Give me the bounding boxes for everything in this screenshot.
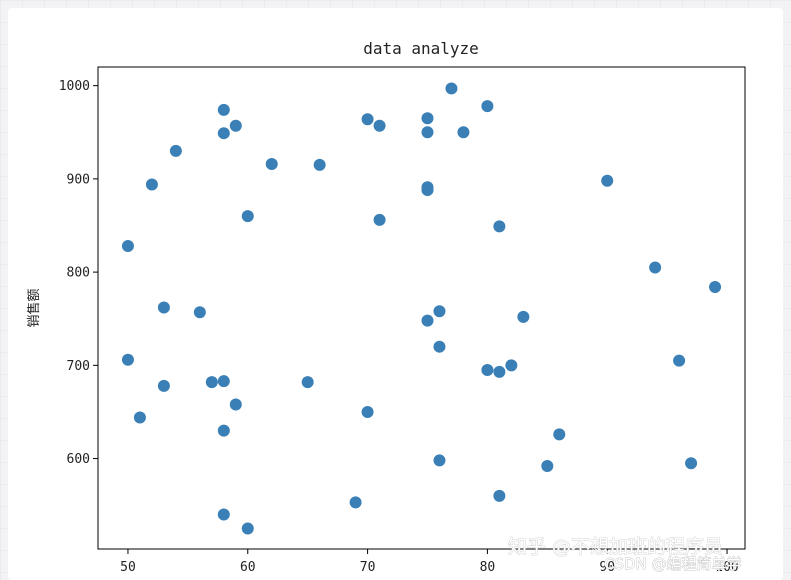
x-tick-label: 70 bbox=[360, 560, 376, 575]
scatter-point bbox=[673, 354, 686, 367]
scatter-point bbox=[517, 310, 530, 323]
scatter-point bbox=[241, 522, 254, 535]
chart-title: data analyze bbox=[363, 39, 479, 58]
scatter-point bbox=[541, 460, 554, 473]
scatter-point bbox=[265, 157, 278, 170]
scatter-point bbox=[217, 375, 230, 388]
scatter-point bbox=[217, 127, 230, 140]
plot-frame bbox=[97, 66, 746, 550]
x-tick-label: 80 bbox=[480, 560, 496, 575]
scatter-point bbox=[229, 398, 242, 411]
scatter-point bbox=[313, 158, 326, 171]
scatter-point bbox=[481, 363, 494, 376]
scatter-point bbox=[157, 301, 170, 314]
scatter-point bbox=[193, 306, 206, 319]
scatter-point bbox=[481, 100, 494, 113]
x-tick-label: 90 bbox=[599, 560, 615, 575]
scatter-point bbox=[709, 281, 722, 294]
data-points bbox=[121, 82, 722, 535]
y-tick-label: 600 bbox=[67, 452, 90, 467]
scatter-point bbox=[421, 126, 434, 139]
y-axis: 600 700 800 900 1000 bbox=[59, 79, 98, 467]
scatter-point bbox=[457, 126, 470, 139]
scatter-point bbox=[217, 424, 230, 437]
x-tick-label: 60 bbox=[240, 560, 256, 575]
scatter-point bbox=[349, 496, 362, 509]
scatter-point bbox=[373, 213, 386, 226]
scatter-point bbox=[361, 405, 374, 418]
scatter-point bbox=[373, 119, 386, 132]
scatter-point bbox=[133, 411, 146, 424]
x-axis: 50 60 70 80 90 100 bbox=[120, 549, 739, 575]
scatter-point bbox=[421, 314, 434, 327]
scatter-point bbox=[421, 112, 434, 125]
y-axis-label: 销售额 bbox=[26, 288, 42, 327]
x-tick-label: 50 bbox=[120, 560, 136, 575]
scatter-point bbox=[217, 508, 230, 521]
scatter-point bbox=[157, 379, 170, 392]
x-tick-label: 100 bbox=[715, 560, 738, 575]
scatter-point bbox=[241, 210, 254, 223]
scatter-point bbox=[433, 305, 446, 318]
watermark-zhihu: 知乎 @不想加班的程序员 bbox=[508, 536, 723, 558]
scatter-point bbox=[649, 261, 662, 274]
scatter-point bbox=[217, 103, 230, 116]
scatter-point bbox=[361, 113, 374, 126]
y-tick-label: 900 bbox=[67, 172, 90, 187]
watermark-csdn: CSDN @编程简单学 bbox=[604, 555, 742, 573]
scatter-point bbox=[229, 119, 242, 132]
scatter-point bbox=[445, 82, 458, 95]
image-card bbox=[8, 8, 783, 580]
scatter-point bbox=[493, 220, 506, 233]
scatter-point bbox=[433, 454, 446, 467]
y-tick-label: 1000 bbox=[59, 79, 90, 94]
scatter-point bbox=[145, 178, 158, 191]
scatter-point bbox=[205, 376, 218, 389]
scatter-point bbox=[505, 359, 518, 372]
y-tick-label: 700 bbox=[67, 359, 90, 374]
y-tick-label: 800 bbox=[67, 266, 90, 281]
scatter-point bbox=[493, 489, 506, 502]
scatter-point bbox=[601, 174, 614, 187]
scatter-point bbox=[493, 365, 506, 378]
scatter-point bbox=[685, 457, 698, 470]
scatter-point bbox=[121, 240, 134, 253]
scatter-point bbox=[433, 340, 446, 353]
watermark: 知乎 @不想加班的程序员 CSDN @编程简单学 bbox=[508, 536, 742, 574]
scatter-point bbox=[169, 144, 182, 157]
scatter-point bbox=[121, 353, 134, 366]
scatter-point bbox=[301, 376, 314, 389]
scatter-point bbox=[553, 428, 566, 441]
scatter-point bbox=[421, 184, 434, 197]
